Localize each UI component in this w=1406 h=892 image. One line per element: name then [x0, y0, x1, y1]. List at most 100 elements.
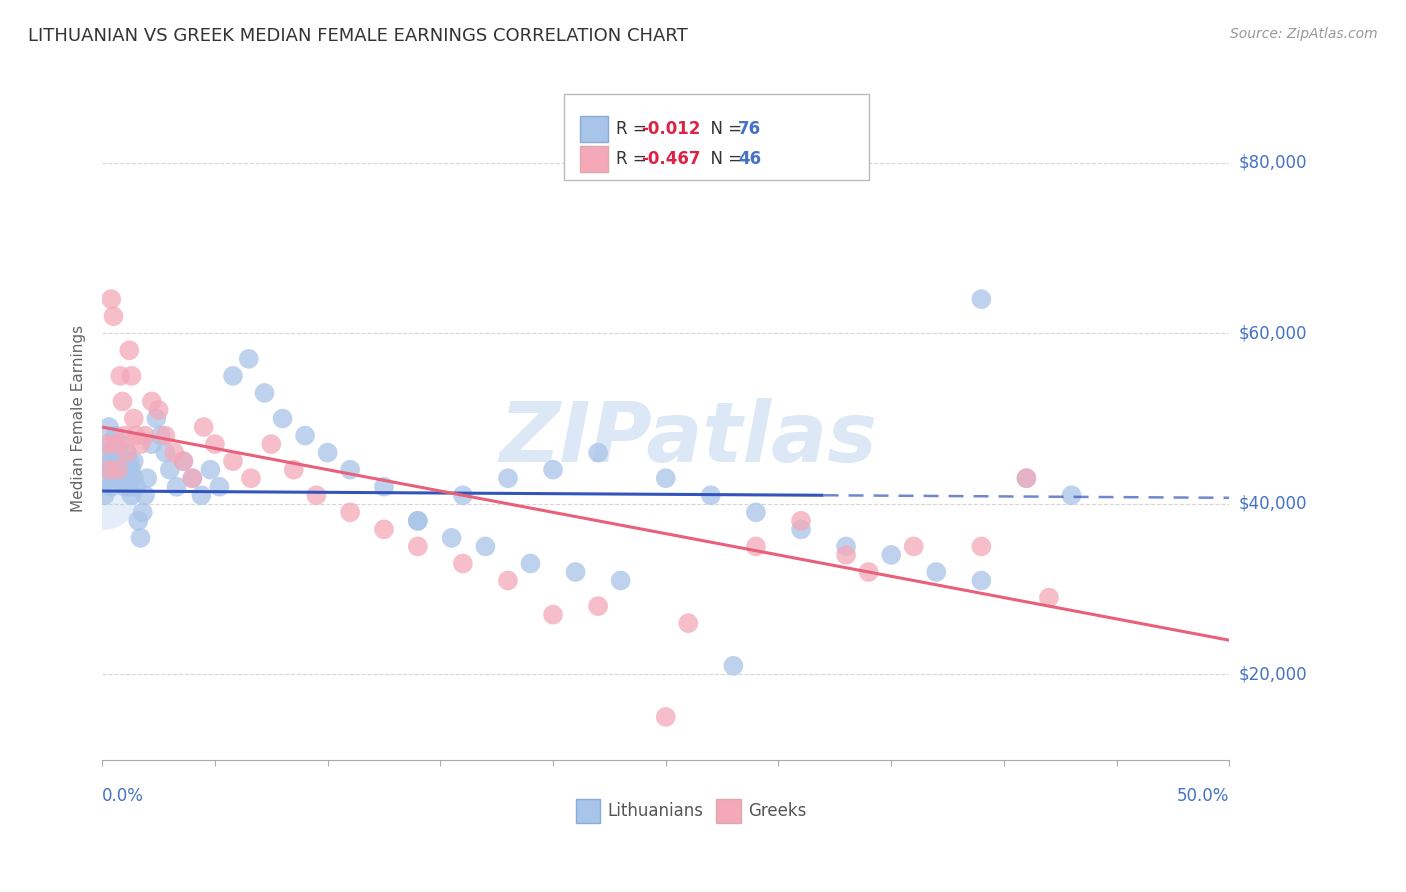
Text: 0.0%: 0.0%	[103, 787, 143, 805]
Point	[107, 471, 129, 485]
Text: Lithuanians: Lithuanians	[607, 802, 703, 820]
Point	[104, 463, 127, 477]
Point	[858, 565, 880, 579]
Text: N =: N =	[700, 150, 747, 168]
Point	[100, 454, 122, 468]
Point	[586, 445, 609, 459]
Point	[107, 463, 129, 477]
Point	[283, 463, 305, 477]
Point	[91, 488, 114, 502]
Point	[406, 540, 429, 554]
Point	[373, 522, 395, 536]
Point	[253, 386, 276, 401]
Point	[222, 454, 245, 468]
Text: N =: N =	[700, 120, 747, 138]
Text: $60,000: $60,000	[1239, 325, 1306, 343]
Point	[98, 471, 121, 485]
Point	[96, 437, 118, 451]
Point	[541, 463, 564, 477]
Point	[496, 574, 519, 588]
Point	[103, 309, 125, 323]
Point	[745, 505, 768, 519]
Point	[121, 488, 143, 502]
Point	[121, 368, 143, 383]
Text: 46: 46	[738, 150, 761, 168]
Point	[496, 471, 519, 485]
Point	[122, 411, 145, 425]
Point	[141, 394, 163, 409]
Point	[118, 480, 141, 494]
Point	[655, 710, 678, 724]
Point	[240, 471, 263, 485]
Point	[474, 540, 496, 554]
Point	[970, 540, 993, 554]
Point	[115, 445, 138, 459]
Point	[159, 463, 181, 477]
Point	[373, 480, 395, 494]
FancyBboxPatch shape	[717, 799, 741, 823]
Point	[564, 565, 586, 579]
Point	[110, 463, 132, 477]
Point	[107, 445, 129, 459]
Point	[609, 574, 631, 588]
Point	[204, 437, 226, 451]
Point	[406, 514, 429, 528]
Point	[700, 488, 723, 502]
Point	[129, 531, 152, 545]
Point	[238, 351, 260, 366]
Point	[200, 463, 222, 477]
Point	[127, 514, 149, 528]
Point	[970, 292, 993, 306]
Point	[1015, 471, 1038, 485]
Point	[98, 463, 121, 477]
Point	[114, 428, 136, 442]
Point	[103, 471, 125, 485]
Text: 76: 76	[738, 120, 761, 138]
Point	[970, 574, 993, 588]
Point	[835, 540, 858, 554]
Point	[115, 445, 138, 459]
Point	[110, 368, 132, 383]
Text: Greeks: Greeks	[748, 802, 807, 820]
Point	[586, 599, 609, 614]
Point	[678, 616, 700, 631]
Point	[1015, 471, 1038, 485]
Point	[519, 557, 541, 571]
Point	[145, 411, 167, 425]
Point	[835, 548, 858, 562]
Point	[100, 292, 122, 306]
Point	[125, 480, 148, 494]
Point	[129, 437, 152, 451]
Point	[451, 557, 474, 571]
Point	[723, 658, 745, 673]
Point	[110, 437, 132, 451]
Text: $20,000: $20,000	[1239, 665, 1308, 683]
Point	[132, 505, 155, 519]
Text: R =: R =	[616, 120, 652, 138]
Point	[193, 420, 215, 434]
Point	[122, 471, 145, 485]
Point	[114, 463, 136, 477]
Point	[114, 480, 136, 494]
Point	[111, 454, 134, 468]
Text: $40,000: $40,000	[1239, 495, 1306, 513]
Point	[166, 480, 188, 494]
Point	[98, 420, 121, 434]
Text: LITHUANIAN VS GREEK MEDIAN FEMALE EARNINGS CORRELATION CHART: LITHUANIAN VS GREEK MEDIAN FEMALE EARNIN…	[28, 27, 688, 45]
Point	[440, 531, 463, 545]
Point	[790, 522, 813, 536]
Point	[294, 428, 316, 442]
Y-axis label: Median Female Earnings: Median Female Earnings	[72, 325, 86, 512]
Point	[790, 514, 813, 528]
Point	[163, 445, 186, 459]
Text: 50.0%: 50.0%	[1177, 787, 1229, 805]
Point	[155, 445, 177, 459]
Text: $80,000: $80,000	[1239, 153, 1306, 172]
Text: R =: R =	[616, 150, 652, 168]
Point	[98, 445, 121, 459]
Point	[260, 437, 283, 451]
Point	[111, 394, 134, 409]
Point	[222, 368, 245, 383]
Point	[134, 488, 156, 502]
Point	[155, 428, 177, 442]
